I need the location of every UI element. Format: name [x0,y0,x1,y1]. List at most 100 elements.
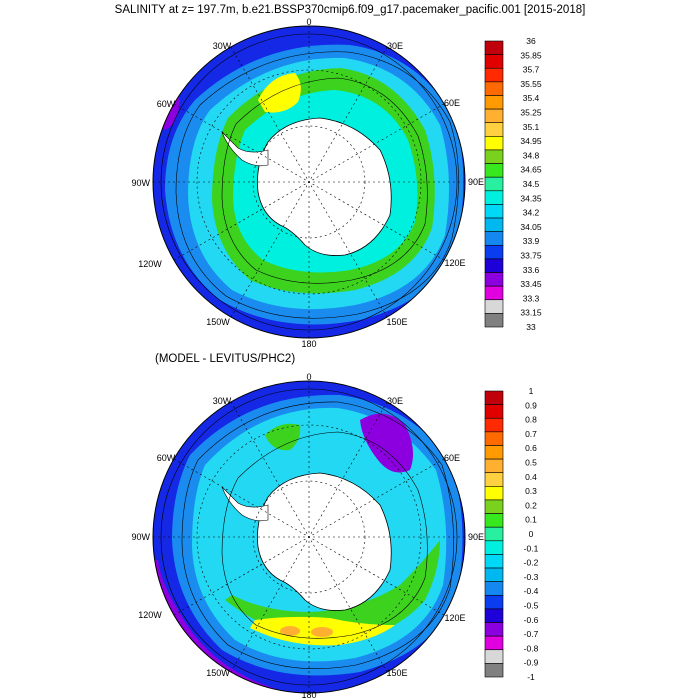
bottom-lon-labels: 0 30E 60E 90E 120E 150E 180 150W 120W 90… [131,372,484,700]
top-lon-label-90e: 90E [468,177,484,187]
top-colorbar-swatch [484,190,504,205]
bottom-colorbar-tick-label: 0.3 [525,486,537,496]
bottom-colorbar-swatch [484,499,504,514]
bottom-colorbar-swatch [484,540,504,555]
top-colorbar-tick-label: 35.25 [520,108,542,118]
top-colorbar-swatch [484,95,504,110]
bottom-lon-label-30w: 30W [213,396,232,406]
bottom-colorbar: 1 0.9 0.8 0.7 0.6 0.5 0.4 0.3 0.2 0.1 0 -0.1 -0.2 -0.… [484,386,539,682]
bottom-colorbar-tick-label: -0.6 [524,615,539,625]
top-lon-label-150w: 150W [206,317,230,327]
top-polar-map [152,25,466,339]
top-lon-label-120e: 120E [444,258,465,268]
top-colorbar-tick-label: 33.6 [523,265,540,275]
top-lon-labels: 0 30E 60E 90E 120E 150E 180 150W 120W 90… [131,17,484,349]
bottom-panel-title: (MODEL - LEVITUS/PHC2) [155,353,295,365]
bottom-lon-label-120w: 120W [138,610,162,620]
top-lon-label-0: 0 [306,17,311,27]
top-colorbar-swatch [484,176,504,192]
bottom-colorbar-tick-label: -0.5 [524,601,539,611]
bottom-colorbar-tick-label: -0.2 [524,558,539,568]
top-colorbar-tick-label: 34.5 [523,179,540,189]
bottom-colorbar-swatch [484,390,504,405]
top-colorbar-swatch [484,81,504,96]
bottom-colorbar-tick-label: -1 [527,672,535,682]
top-colorbar-swatch [484,217,504,232]
bottom-colorbar-swatch [484,513,504,528]
bottom-green-zone [225,540,440,642]
top-lon-label-30e: 30E [387,41,403,51]
bottom-colorbar-tick-label: 1 [529,386,534,396]
bottom-colorbar-swatch [484,445,504,460]
top-colorbar-swatch [484,244,504,260]
bottom-colorbar-tick-label: -0.7 [524,629,539,639]
top-lon-label-90w: 90W [131,178,150,188]
bottom-colorbar-swatch [484,458,504,474]
bottom-colorbar-swatch [484,567,504,582]
top-colorbar-swatch [484,258,504,273]
top-colorbar-swatch [484,67,504,83]
bottom-colorbar-tick-label: -0.4 [524,586,539,596]
bottom-colorbar-tick-label: -0.8 [524,643,539,653]
bottom-lon-label-0: 0 [306,372,311,382]
bottom-colorbar-swatch [484,431,504,446]
bottom-colorbar-tick-label: 0.4 [525,472,537,482]
top-colorbar-swatch [484,149,504,164]
bottom-colorbar-tick-label: -0.3 [524,572,539,582]
top-colorbar-swatch [484,40,504,55]
bottom-colorbar-swatch [484,404,504,419]
bottom-colorbar-swatch [484,472,504,487]
bottom-colorbar-tick-label: -0.1 [524,543,539,553]
bottom-lon-label-90w: 90W [131,532,150,542]
bottom-colorbar-swatch [484,649,504,664]
bottom-lon-label-30e: 30E [387,396,403,406]
bottom-colorbar-tick-label: 0.2 [525,500,537,510]
bottom-lon-label-150e: 150E [386,668,407,678]
bottom-colorbar-tick-label: 0.7 [525,429,537,439]
top-lon-label-180: 180 [301,339,316,349]
top-lon-label-120w: 120W [138,259,162,269]
bottom-colorbar-tick-label: 0.8 [525,415,537,425]
top-colorbar-tick-label: 34.2 [523,208,540,218]
top-colorbar-tick-label: 35.55 [520,79,542,89]
top-colorbar: 36 35.85 35.7 35.55 35.4 35.25 35.1 34.95 34.8 34… [484,36,542,332]
bottom-colorbar-swatch [484,554,504,569]
bottom-colorbar-swatch [484,635,504,651]
top-colorbar-tick-label: 35.85 [520,50,542,60]
top-colorbar-tick-label: 33.45 [520,279,542,289]
top-colorbar-swatch [484,299,504,314]
top-colorbar-tick-label: 34.65 [520,165,542,175]
bottom-colorbar-swatch [484,417,504,433]
top-colorbar-tick-label: 34.35 [520,193,542,203]
top-colorbar-tick-label: 34.8 [523,150,540,160]
top-colorbar-tick-label: 35.4 [523,93,540,103]
bottom-colorbar-tick-label: -0.9 [524,658,539,668]
top-antarctica [257,117,392,256]
bottom-orange-spot-1 [280,626,300,636]
bottom-colorbar-swatch [484,581,504,596]
top-colorbar-swatch [484,272,504,287]
bottom-colorbar-swatch [484,594,504,610]
bottom-lon-label-90e: 90E [468,532,484,542]
top-colorbar-swatch [484,231,504,246]
bottom-colorbar-tick-label: 0.9 [525,400,537,410]
bottom-colorbar-tick-label: 0.1 [525,515,537,525]
bottom-colorbar-tick-label: 0 [529,529,534,539]
bottom-colorbar-tick-label: 0.5 [525,458,537,468]
bottom-lon-label-180: 180 [301,690,316,700]
top-colorbar-tick-label: 33.15 [520,308,542,318]
top-panel-title: SALINITY at z= 197.7m, b.e21.BSSP370cmip… [115,4,586,16]
bottom-orange-spot-2 [311,627,333,637]
bottom-lon-label-60e: 60E [444,453,460,463]
bottom-colorbar-swatch [484,526,504,542]
bottom-lon-label-150w: 150W [206,668,230,678]
bottom-polar-map [152,380,466,694]
top-colorbar-swatch [484,204,504,219]
top-lon-label-150e: 150E [386,317,407,327]
bottom-colorbar-swatch [484,608,504,623]
top-colorbar-tick-label: 33.75 [520,251,542,261]
top-colorbar-tick-label: 33.3 [523,293,540,303]
top-colorbar-tick-label: 33.9 [523,236,540,246]
top-colorbar-swatch [484,163,504,178]
